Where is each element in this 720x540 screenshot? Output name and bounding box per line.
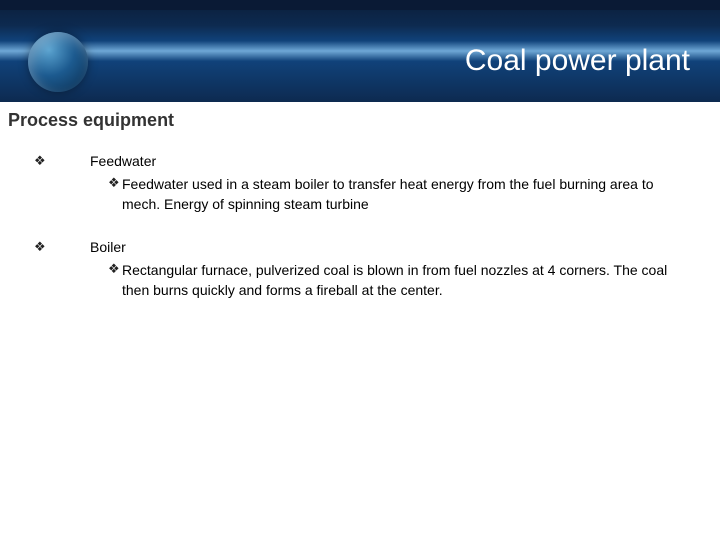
item-body: Feedwater ❖ Feedwater used in a steam bo…: [48, 152, 680, 214]
section-subtitle: Process equipment: [8, 110, 174, 131]
content-area: ❖ Feedwater ❖ Feedwater used in a steam …: [34, 152, 680, 324]
item-body: Boiler ❖ Rectangular furnace, pulverized…: [48, 238, 680, 300]
item-sub: ❖ Feedwater used in a steam boiler to tr…: [90, 174, 680, 215]
item-text: Rectangular furnace, pulverized coal is …: [122, 260, 680, 301]
item-sub: ❖ Rectangular furnace, pulverized coal i…: [90, 260, 680, 301]
diamond-bullet-icon: ❖: [108, 260, 122, 301]
logo-globe-icon: [28, 32, 88, 92]
slide-title: Coal power plant: [465, 44, 690, 78]
diamond-bullet-icon: ❖: [108, 174, 122, 215]
item-text: Feedwater used in a steam boiler to tran…: [122, 174, 680, 215]
item-heading: Feedwater: [90, 152, 680, 172]
header-top-bar: [0, 0, 720, 10]
list-item: ❖ Boiler ❖ Rectangular furnace, pulveriz…: [34, 238, 680, 300]
list-item: ❖ Feedwater ❖ Feedwater used in a steam …: [34, 152, 680, 214]
diamond-bullet-icon: ❖: [34, 238, 48, 300]
item-heading: Boiler: [90, 238, 680, 258]
diamond-bullet-icon: ❖: [34, 152, 48, 214]
slide-header: Coal power plant: [0, 0, 720, 102]
